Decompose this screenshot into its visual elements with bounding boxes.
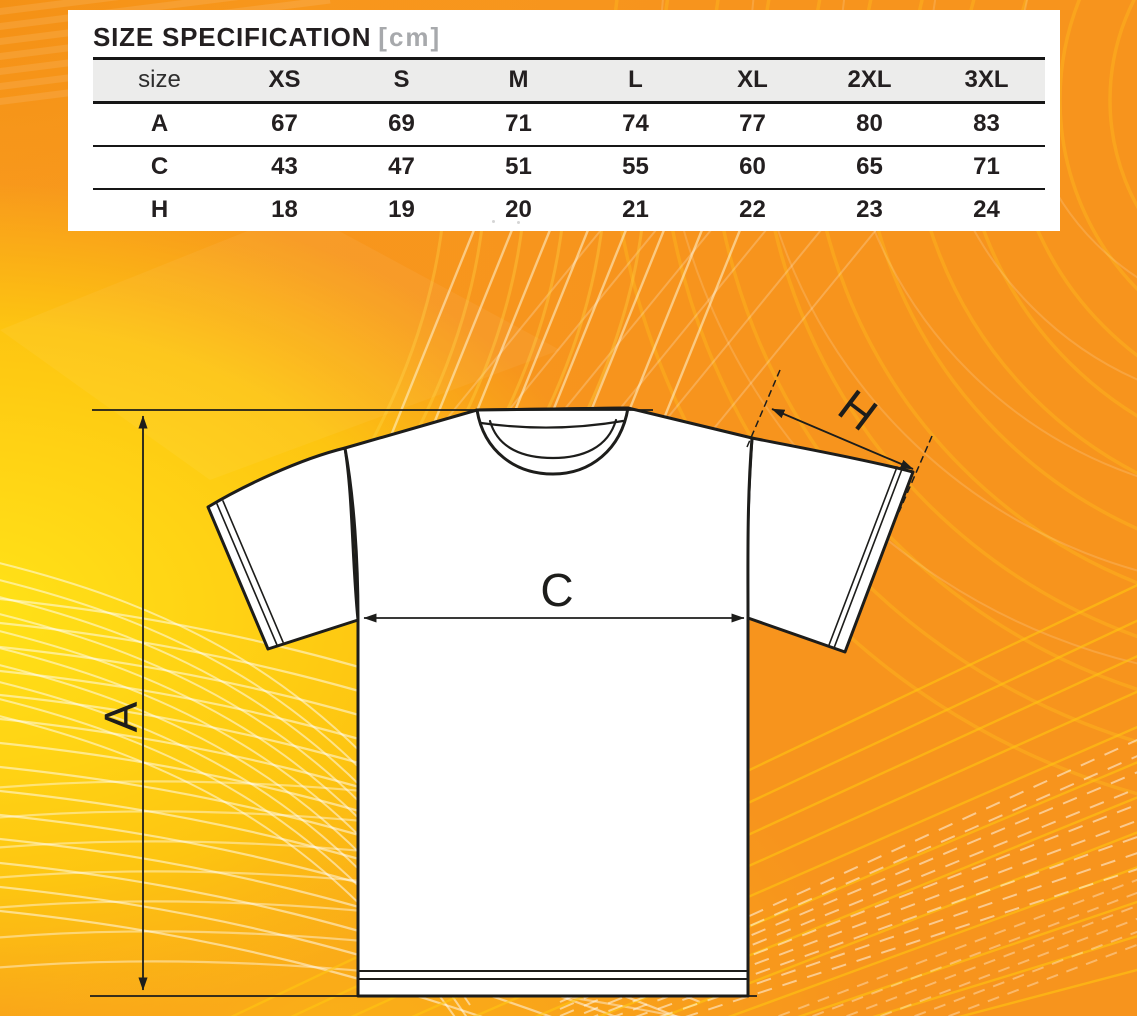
value-cell: 77 (739, 110, 766, 137)
value-cell: 19 (388, 196, 415, 223)
value-cell: 43 (271, 153, 298, 180)
table-unit-label: [cm] (378, 22, 442, 52)
tshirt-left-sleeve (206, 446, 360, 651)
value-cell: 24 (973, 196, 1000, 223)
table-row-C: C 43 47 51 55 60 65 71 (93, 146, 1045, 189)
value-cell: 47 (388, 153, 415, 180)
bg-mesh-left (0, 562, 721, 1016)
tshirt-collar-rib-line (479, 419, 625, 429)
col-header-l: L (628, 66, 643, 93)
col-header-xl: XL (737, 66, 768, 93)
value-cell: 71 (505, 110, 532, 137)
dim-label-C: C (540, 564, 573, 616)
tshirt-left-cuff-stitching (216, 500, 284, 646)
value-cell: 22 (739, 196, 766, 223)
value-cell: 23 (856, 196, 883, 223)
dim-label-A: A (95, 701, 147, 732)
col-header-2xl: 2XL (847, 66, 892, 93)
tshirt-hem-stitching (358, 970, 748, 980)
col-header-m: M (508, 66, 529, 93)
value-cell: 60 (739, 153, 766, 180)
dim-extension-H-upper (746, 369, 781, 448)
tshirt-right-sleeve (745, 436, 915, 654)
value-cell: 55 (622, 153, 649, 180)
value-cell: 83 (973, 110, 1000, 137)
col-header-xs: XS (268, 66, 301, 93)
dim-extension-H-lower (898, 435, 933, 513)
value-cell: 18 (271, 196, 298, 223)
tshirt-diagram (206, 406, 915, 998)
size-table: size XS S M L XL 2XL 3XL A 67 69 71 74 (93, 57, 1045, 231)
col-header-size: size (138, 66, 181, 93)
tshirt-collar-inner-arc (488, 418, 618, 460)
size-table-panel: SIZE SPECIFICATION [cm] size XS S M L XL … (68, 10, 1060, 231)
size-table-header-row: size XS S M L XL 2XL 3XL (93, 58, 1045, 103)
value-cell: 20 (505, 196, 532, 223)
dimension-annotations: A C H (90, 369, 933, 997)
table-title-row: SIZE SPECIFICATION [cm] (68, 10, 1060, 57)
col-header-3xl: 3XL (964, 66, 1009, 93)
row-label-A: A (150, 110, 169, 137)
row-label-C: C (150, 153, 169, 180)
value-cell: 67 (271, 110, 298, 137)
value-cell: 71 (973, 153, 1000, 180)
value-cell: 21 (622, 196, 649, 223)
dim-line-H (771, 408, 914, 470)
table-row-A: A 67 69 71 74 77 80 83 (93, 103, 1045, 146)
value-cell: 74 (622, 110, 649, 137)
table-title: SIZE SPECIFICATION (93, 22, 372, 52)
value-cell: 65 (856, 153, 883, 180)
col-header-s: S (393, 66, 410, 93)
print-artifact-dot (517, 221, 520, 224)
tshirt-body (343, 406, 754, 998)
print-artifact-dot (492, 220, 495, 223)
table-row-H: H 18 19 20 21 22 23 24 (93, 189, 1045, 231)
value-cell: 80 (856, 110, 883, 137)
row-label-H: H (150, 196, 169, 223)
tshirt-right-cuff-stitching (828, 466, 903, 649)
value-cell: 51 (505, 153, 532, 180)
value-cell: 69 (388, 110, 415, 137)
